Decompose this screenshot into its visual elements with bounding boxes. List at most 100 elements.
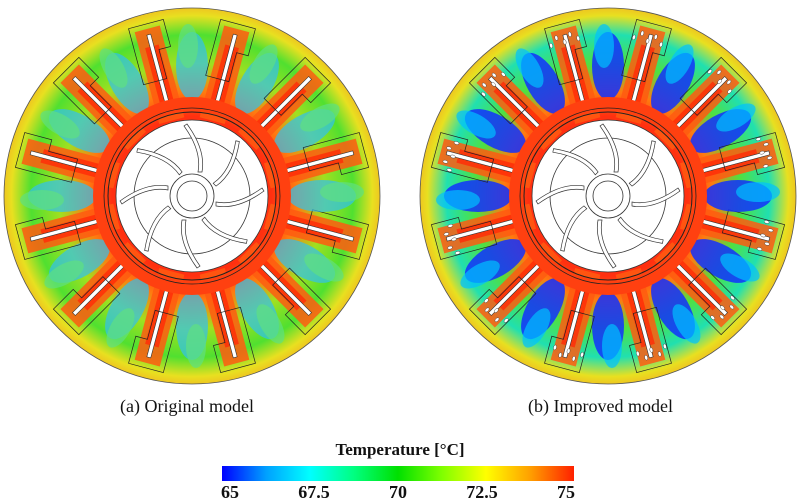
cooling-hole [645, 38, 650, 44]
impeller-blade [631, 187, 681, 207]
cooling-hole [453, 141, 460, 145]
cool-region [235, 278, 285, 344]
cooling-hole [730, 295, 735, 301]
cooling-hole [446, 168, 452, 172]
cooling-hole [756, 247, 763, 251]
cooling-hole [443, 232, 450, 236]
colorbar-tick: 70 [389, 482, 407, 502]
winding-outline [544, 18, 587, 86]
temperature-contour-original [3, 7, 381, 385]
winding-outline [263, 56, 332, 116]
cooling-hole [553, 344, 557, 351]
cooling-hole [566, 348, 571, 354]
cooling-hole [451, 237, 457, 242]
colorbar [222, 466, 574, 481]
cooling-hole [454, 251, 461, 255]
cooling-hole [481, 91, 486, 97]
cooling-hole [764, 220, 770, 224]
cool-region [176, 292, 208, 368]
cooling-hole [571, 356, 576, 362]
winding-outline [52, 56, 112, 125]
impeller-blade [136, 148, 183, 176]
impeller-blade [560, 205, 588, 252]
cool-region [288, 180, 364, 212]
cooling-hole [654, 34, 658, 40]
impeller-blade [181, 219, 201, 269]
cooling-hole [766, 156, 773, 160]
impeller-blade [201, 216, 248, 244]
cool-region [515, 48, 565, 114]
cooling-hole [576, 35, 580, 41]
colorbar-tick: 75 [557, 482, 575, 502]
cool-region [460, 239, 526, 289]
winding-outline [213, 306, 256, 374]
cooling-hole [644, 354, 648, 361]
cool-region [20, 180, 96, 212]
cooling-hole [442, 159, 448, 164]
winding-outline [468, 276, 537, 336]
cooling-hole [716, 69, 722, 75]
winding-outline [128, 18, 171, 86]
cooling-hole [759, 150, 765, 155]
winding-outline [52, 276, 121, 336]
winding-outline [305, 209, 370, 260]
cool-region [592, 292, 624, 368]
impeller-blade [119, 185, 169, 205]
cooling-hole [484, 298, 489, 303]
cooling-hole [558, 352, 562, 358]
cool-region [99, 48, 149, 114]
winding-outline [721, 209, 786, 260]
winding-outline [302, 132, 370, 175]
winding-outline [629, 306, 672, 374]
cooling-hole [640, 30, 645, 36]
winding-outline [430, 132, 495, 183]
cooling-hole [764, 242, 770, 246]
winding-outline [128, 309, 179, 374]
hot-ring [93, 97, 291, 295]
cooling-hole [763, 142, 769, 147]
caption-original-model: (a) Original model [120, 396, 254, 416]
cooling-hole [663, 343, 667, 350]
cooling-hole [727, 89, 732, 94]
cool-region [176, 24, 208, 100]
colorbar-title: Temperature [°C] [335, 440, 465, 459]
impeller-blade [597, 219, 617, 269]
cooling-hole [719, 314, 725, 320]
cooling-hole [763, 164, 769, 168]
winding-outline [430, 217, 498, 260]
cool-region [690, 103, 756, 153]
temperature-contour-improved [419, 7, 797, 385]
cooling-hole [707, 69, 713, 74]
impeller-blade [215, 187, 265, 207]
cooling-hole [717, 79, 722, 84]
cool-region [274, 239, 344, 283]
cool-region [456, 109, 526, 153]
colorbar-tick: 72.5 [466, 482, 498, 502]
cooling-hole [729, 304, 735, 310]
cool-region [44, 239, 110, 289]
hub-outer [585, 173, 631, 219]
rotor-region [115, 119, 269, 273]
winding-outline [468, 56, 528, 125]
impeller-blade [552, 148, 599, 176]
cool-region [651, 278, 701, 344]
cooling-hole [568, 31, 572, 38]
cooling-hole [710, 315, 715, 320]
cooling-hole [768, 228, 774, 233]
cooling-hole [659, 41, 663, 48]
cooling-hole [726, 79, 732, 85]
impeller-blade [628, 140, 656, 187]
cooling-hole [720, 305, 725, 310]
winding-outline [679, 56, 748, 116]
winding-outline [205, 18, 256, 83]
cooling-hole [446, 146, 452, 150]
winding-outline [14, 217, 82, 260]
cooling-hole [501, 72, 506, 77]
winding-outline [718, 132, 786, 175]
cool-region [704, 180, 780, 212]
hub-inner [592, 180, 624, 212]
cooling-hole [491, 82, 496, 87]
cooling-hole [484, 307, 490, 313]
colorbar-tick: 65 [221, 482, 239, 502]
cooling-hole [657, 351, 662, 357]
